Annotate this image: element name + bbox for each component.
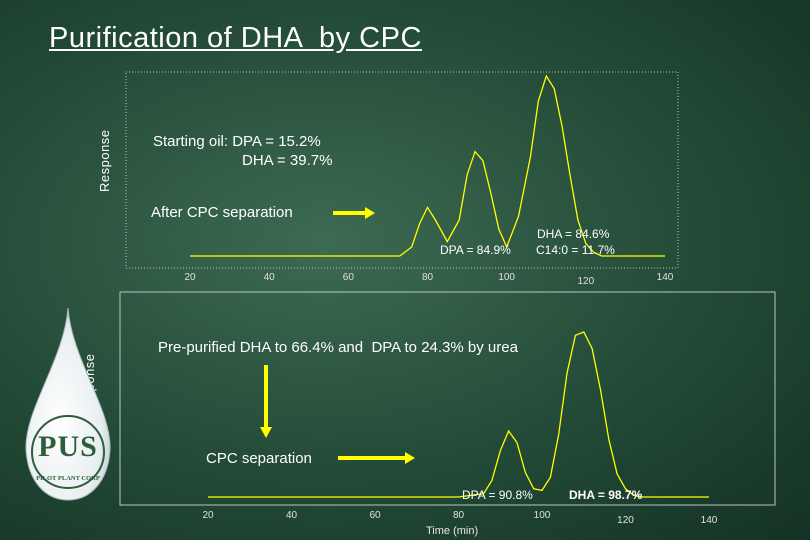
after-cpc-label: After CPC separation: [151, 204, 293, 221]
after-arrow-icon: [333, 207, 375, 219]
x-tick-label: 120: [617, 515, 634, 526]
bottom-plot-frame: [119, 291, 776, 506]
cpc-separation-label: CPC separation: [206, 450, 312, 467]
x-tick-label: 20: [202, 510, 214, 521]
x-tick-label: 80: [421, 272, 434, 283]
x-tick-label: 20: [184, 272, 196, 283]
starting-oil-line2: DHA = 39.7%: [242, 152, 333, 169]
x-tick-label: 60: [369, 510, 381, 521]
pps-logo: PUS PILOT PLANT CORP: [22, 300, 114, 505]
top-plot-frame: [125, 71, 679, 269]
x-tick-label: 80: [452, 510, 465, 521]
droplet-logo-icon: [25, 307, 111, 501]
x-tick-label: 140: [700, 515, 718, 526]
logo-letters: PUS: [38, 430, 98, 463]
x-axis-label: Time (min): [426, 525, 479, 537]
top-dha-label: DHA = 84.6%: [537, 227, 610, 241]
top-chart: Response Starting oil: DPA = 15.2% DHA =…: [125, 71, 679, 287]
cpc-arrow-icon: [338, 452, 415, 464]
top-dpa-label: DPA = 84.9%: [440, 243, 511, 257]
x-tick-label: 140: [656, 272, 674, 283]
x-tick-label: 120: [577, 276, 595, 287]
pre-purified-label: Pre-purified DHA to 66.4% and DPA to 24.…: [158, 339, 518, 356]
x-tick-label: 40: [263, 272, 275, 283]
logo-caption: PILOT PLANT CORP: [36, 475, 100, 482]
top-chart-plot: [125, 71, 679, 269]
bottom-chromatogram-trace: [208, 331, 709, 498]
bottom-dpa-label: DPA = 90.8%: [462, 488, 533, 502]
x-tick-label: 100: [533, 510, 551, 521]
starting-oil-line1: Starting oil: DPA = 15.2%: [153, 133, 321, 150]
x-tick-label: 60: [342, 272, 354, 283]
slide-title: Purification of DHA by CPC: [49, 22, 422, 54]
top-c14-label: C14:0 = 11.7%: [536, 243, 615, 257]
top-chromatogram-trace: [190, 74, 665, 257]
bottom-dha-label: DHA = 98.7%: [569, 488, 643, 502]
x-tick-label: 40: [285, 510, 298, 521]
down-arrow-icon: [260, 365, 272, 438]
x-tick-label: 100: [498, 272, 515, 283]
